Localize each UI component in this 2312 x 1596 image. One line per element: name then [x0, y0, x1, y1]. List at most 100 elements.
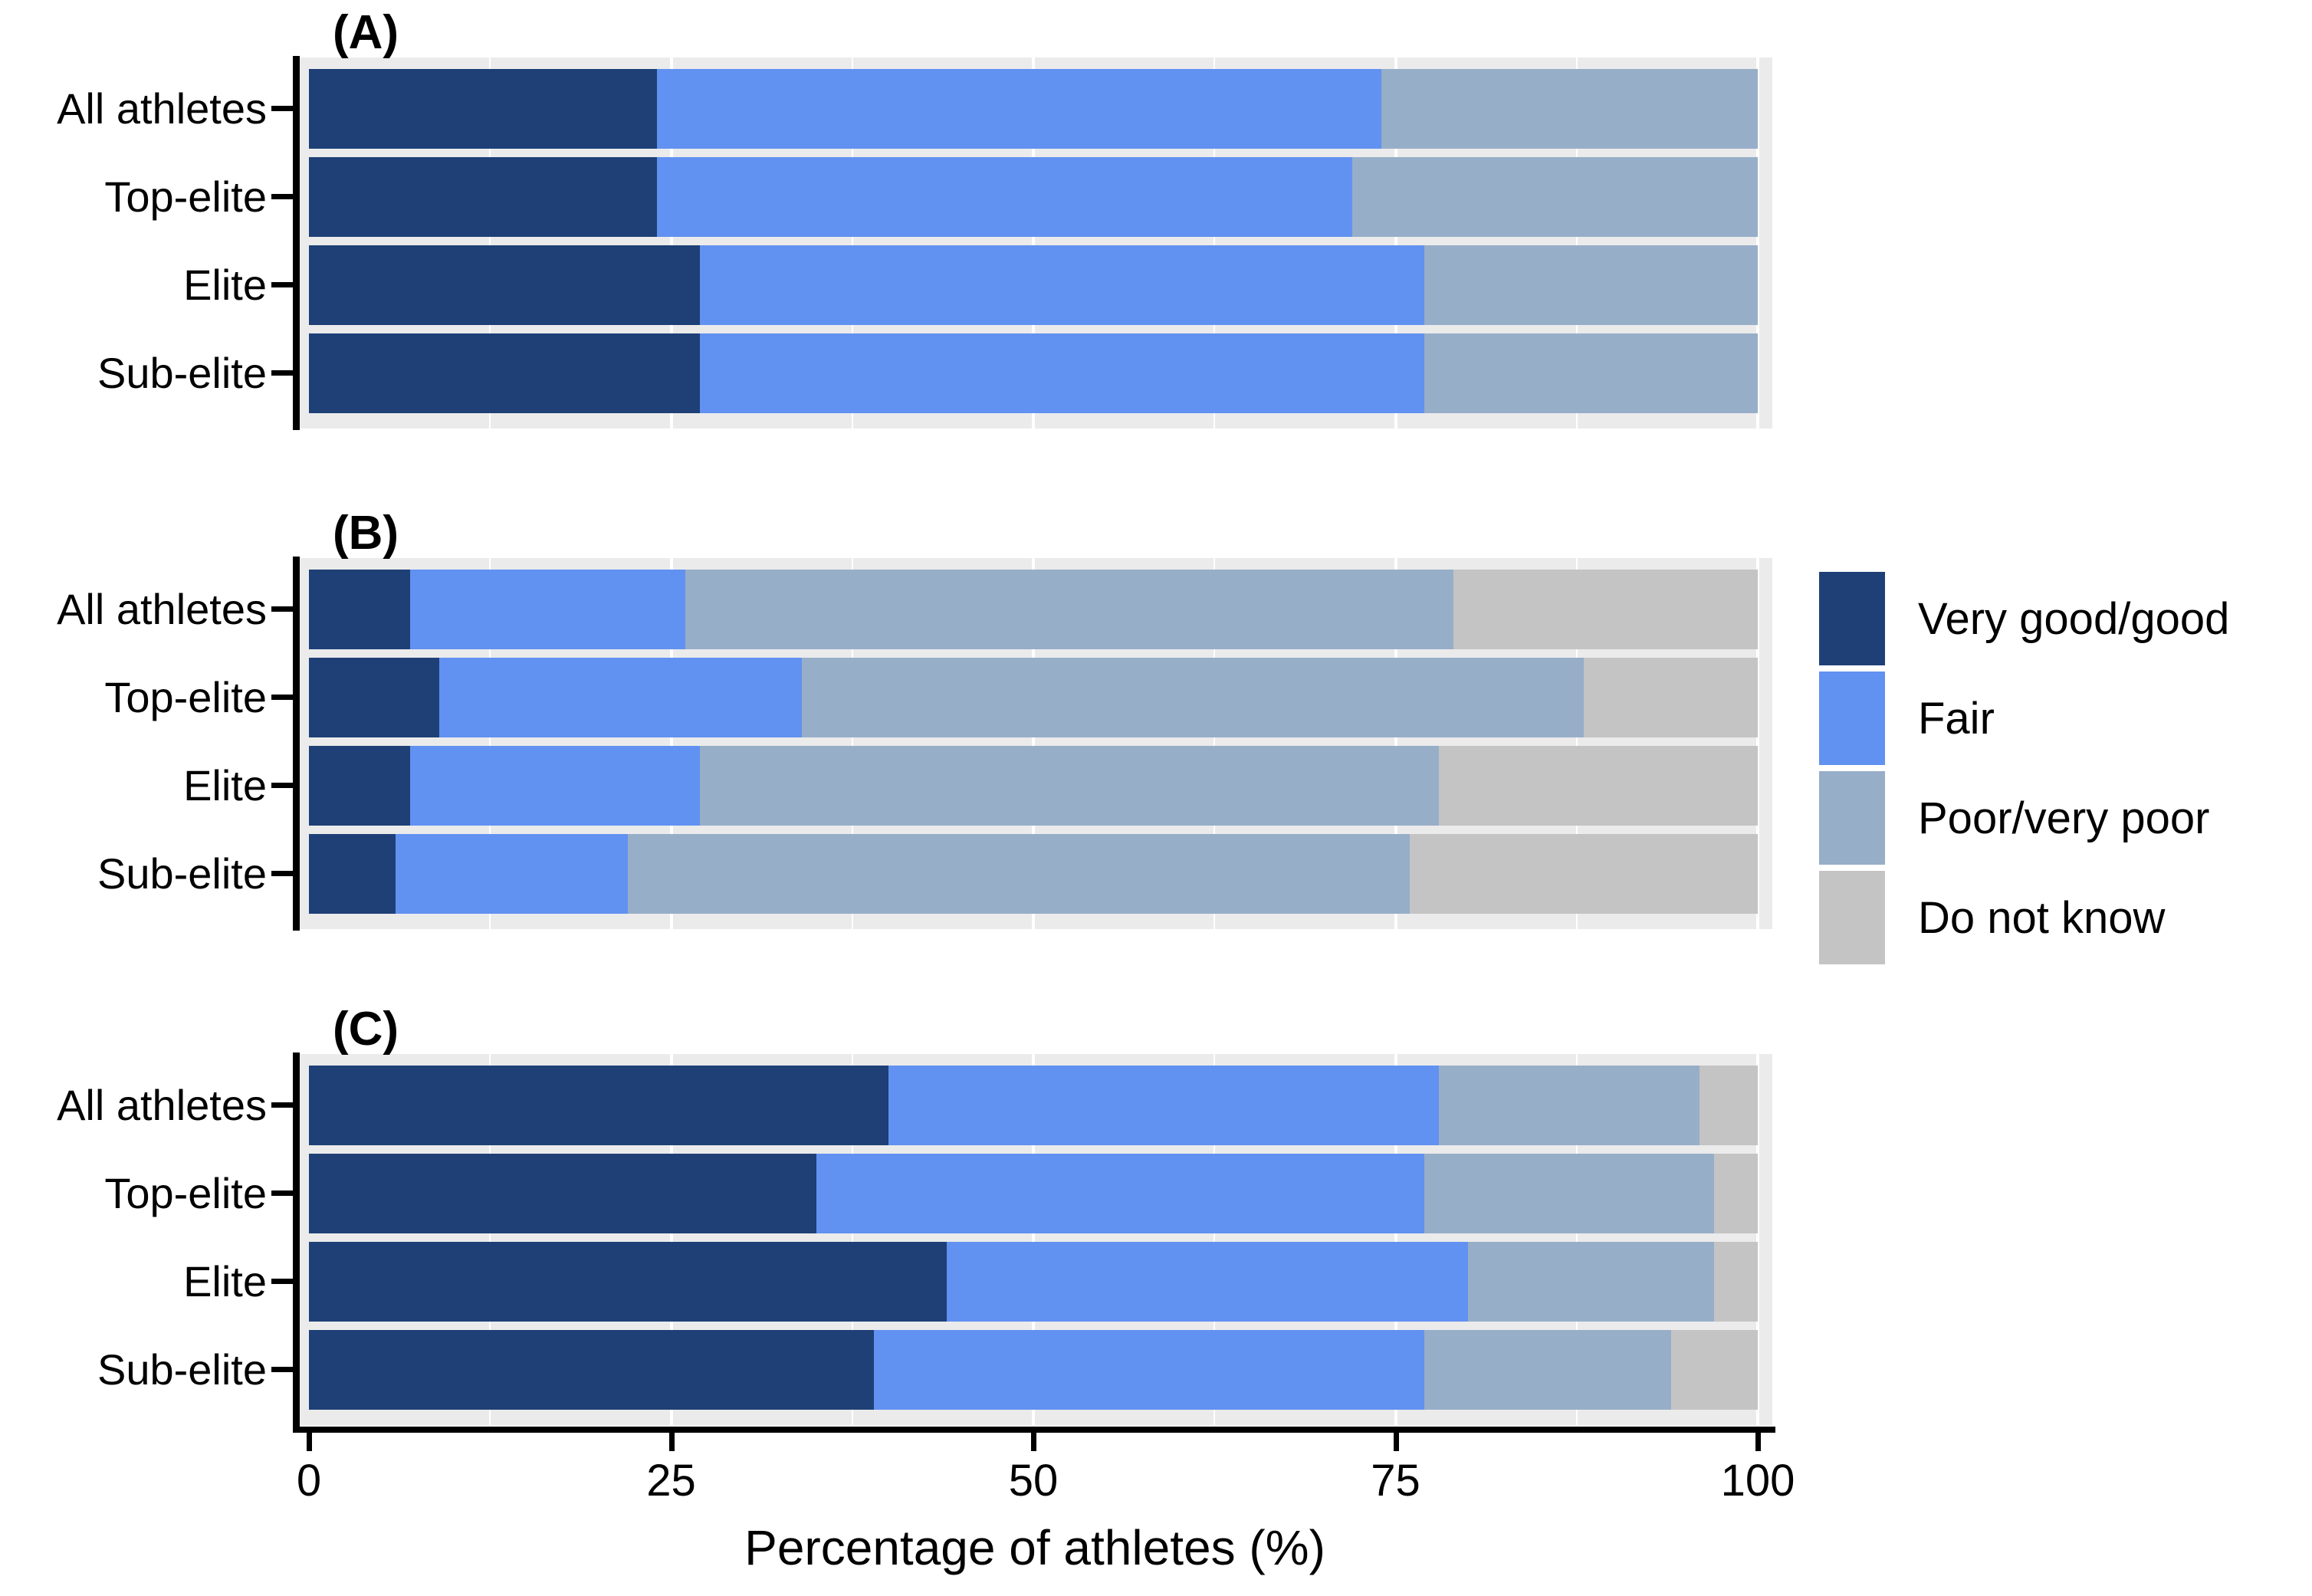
category-label: All athletes	[57, 585, 267, 633]
bar-segment-poor-very-poor	[1381, 69, 1758, 149]
y-tick-a	[271, 282, 293, 287]
bar-segment-poor-very-poor	[1424, 1330, 1671, 1410]
bar-segment-very-good-good	[309, 834, 396, 914]
bar-segment-poor-very-poor	[700, 746, 1440, 826]
x-axis-line	[293, 1427, 1775, 1433]
bar-segment-fair	[396, 834, 628, 914]
legend-label-poor-very-poor: Poor/very poor	[1918, 793, 2210, 843]
x-tick	[307, 1433, 312, 1451]
category-label: Elite	[183, 1257, 267, 1305]
x-tick-label: 0	[296, 1456, 322, 1506]
y-tick-a	[271, 194, 293, 199]
legend-swatch-very-good-good	[1819, 572, 1885, 665]
category-label: Elite	[183, 261, 267, 309]
x-tick	[1755, 1433, 1761, 1451]
bar-segment-very-good-good	[309, 69, 657, 149]
gridline-major	[1032, 558, 1035, 929]
y-tick-b	[271, 783, 293, 788]
gridline-minor	[1575, 57, 1578, 429]
category-label: Sub-elite	[97, 349, 267, 397]
category-label: Top-elite	[104, 673, 267, 721]
gridline-major	[669, 1054, 673, 1425]
bar-row-a-elite	[309, 245, 1758, 325]
bar-segment-do-not-know	[1700, 1066, 1758, 1145]
x-tick-label: 50	[1008, 1456, 1059, 1506]
legend: Very good/good Fair Poor/very poor Do not k…	[1819, 572, 2310, 970]
category-label: Sub-elite	[97, 1345, 267, 1394]
panel-label-b: (B)	[333, 507, 399, 560]
gridline-major	[1032, 57, 1035, 429]
x-tick-label: 100	[1720, 1456, 1795, 1506]
gridline-major	[1756, 558, 1759, 929]
legend-label-fair: Fair	[1918, 694, 1995, 744]
y-axis-line-c	[293, 1053, 300, 1427]
bar-segment-very-good-good	[309, 1330, 875, 1410]
y-tick-b	[271, 871, 293, 876]
category-label: All athletes	[57, 84, 267, 133]
category-label: Top-elite	[104, 172, 267, 221]
gridline-minor	[489, 1054, 491, 1425]
legend-swatch-do-not-know	[1819, 871, 1885, 964]
bar-segment-very-good-good	[309, 658, 440, 737]
gridline-major	[1394, 57, 1397, 429]
bar-segment-poor-very-poor	[1351, 157, 1758, 237]
bar-segment-very-good-good	[309, 1154, 816, 1233]
bar-segment-do-not-know	[1584, 658, 1758, 737]
bar-row-c-elite	[309, 1242, 1758, 1322]
x-tick	[668, 1433, 675, 1451]
gridline-major	[1032, 1054, 1035, 1425]
bar-row-c-top-elite	[309, 1154, 1758, 1233]
bar-row-b-top-elite	[309, 658, 1758, 737]
bar-row-c-sub-elite	[309, 1330, 1758, 1410]
bar-segment-do-not-know	[1670, 1330, 1758, 1410]
gridline-minor	[1213, 57, 1216, 429]
y-tick-b	[271, 606, 293, 612]
bar-segment-fair	[656, 69, 1381, 149]
panel-label-c: (C)	[333, 1003, 399, 1056]
bar-segment-fair	[700, 245, 1425, 325]
bar-segment-do-not-know	[1410, 834, 1758, 914]
category-label: Top-elite	[104, 1169, 267, 1217]
bar-segment-fair	[700, 333, 1425, 413]
x-axis-title: Percentage of athletes (%)	[744, 1520, 1325, 1575]
category-label: Elite	[183, 761, 267, 809]
bar-segment-poor-very-poor	[1424, 245, 1758, 325]
bar-segment-fair	[410, 570, 686, 649]
y-tick-b	[271, 695, 293, 700]
gridline-minor	[489, 57, 491, 429]
bar-row-b-elite	[309, 746, 1758, 826]
bar-segment-fair	[874, 1330, 1425, 1410]
bar-segment-fair	[439, 658, 802, 737]
bar-segment-very-good-good	[309, 245, 701, 325]
bar-segment-poor-very-poor	[1467, 1242, 1715, 1322]
gridline-minor	[851, 57, 853, 429]
gridline-minor	[1213, 558, 1216, 929]
legend-swatch-fair	[1819, 672, 1885, 765]
bar-segment-do-not-know	[1714, 1242, 1758, 1322]
bar-row-a-sub-elite	[309, 333, 1758, 413]
bar-row-b-sub-elite	[309, 834, 1758, 914]
bar-segment-poor-very-poor	[801, 658, 1585, 737]
bar-segment-poor-very-poor	[1424, 1154, 1715, 1233]
x-tick-label: 25	[646, 1456, 696, 1506]
y-tick-c	[271, 1367, 293, 1372]
gridline-major	[1394, 558, 1397, 929]
x-tick-label: 75	[1371, 1456, 1420, 1506]
x-tick	[1031, 1433, 1036, 1451]
bar-segment-very-good-good	[309, 746, 411, 826]
gridline-minor	[851, 558, 853, 929]
bar-segment-do-not-know	[1453, 570, 1758, 649]
gridline-minor	[851, 1054, 853, 1425]
bar-segment-fair	[656, 157, 1352, 237]
gridline-minor	[489, 558, 491, 929]
panel-c	[293, 1053, 1772, 1427]
bar-row-a-top-elite	[309, 157, 1758, 237]
legend-item-very-good-good: Very good/good	[1819, 572, 2310, 665]
legend-label-do-not-know: Do not know	[1918, 893, 2166, 943]
bar-segment-poor-very-poor	[685, 570, 1454, 649]
gridline-minor	[1213, 1054, 1216, 1425]
bar-segment-very-good-good	[309, 1066, 888, 1145]
x-tick	[1393, 1433, 1399, 1451]
y-tick-c	[271, 1190, 293, 1196]
